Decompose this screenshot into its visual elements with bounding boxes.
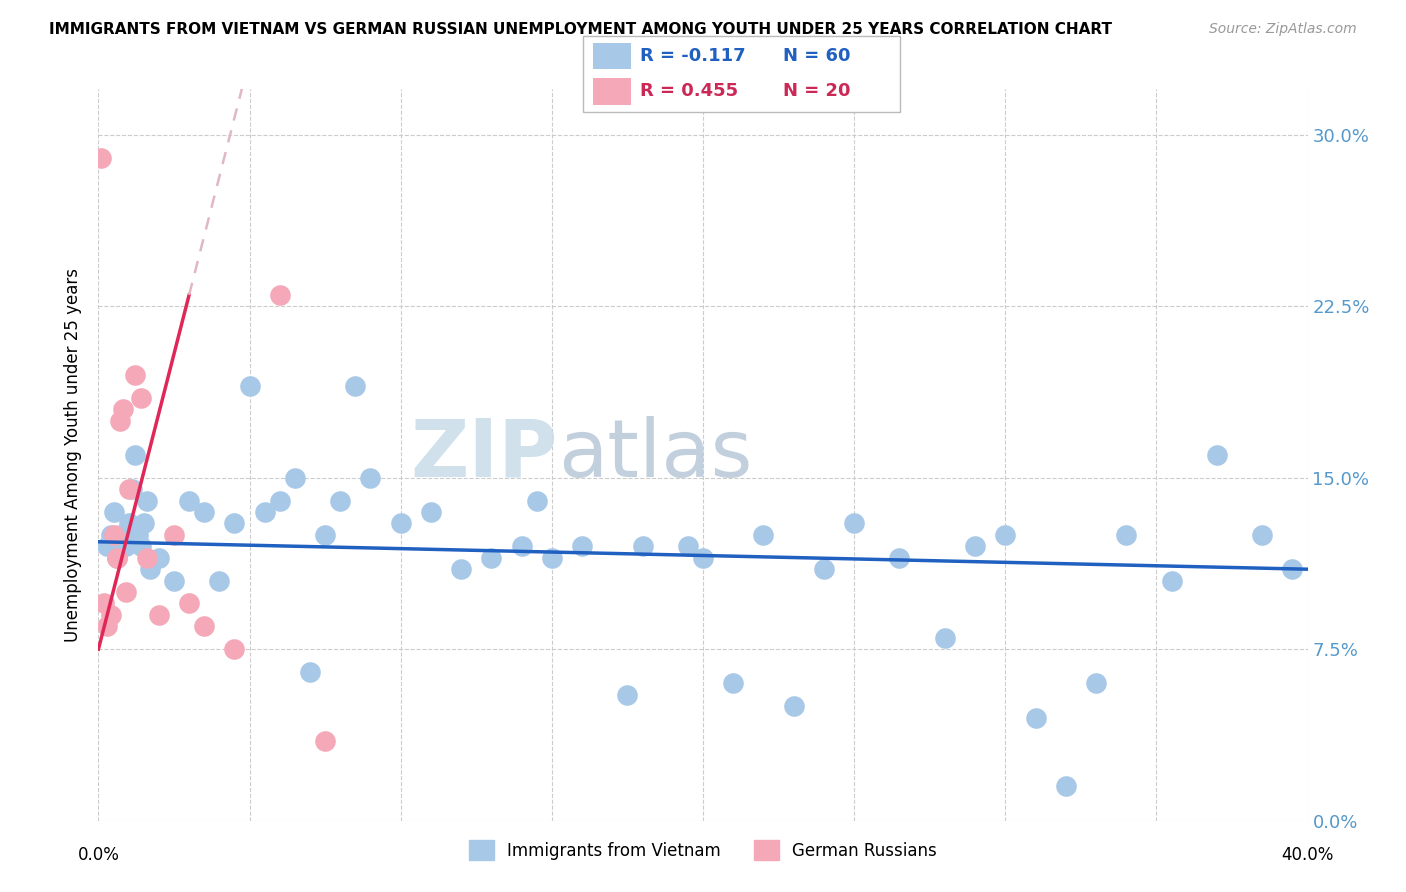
Point [1206, 448, 1229, 462]
Point [269, 493, 291, 508]
Point [344, 379, 367, 393]
Point [481, 550, 503, 565]
Point [208, 574, 231, 588]
Point [105, 550, 128, 565]
Point [118, 516, 141, 531]
Text: N = 20: N = 20 [783, 82, 851, 101]
Point [723, 676, 745, 690]
Point [193, 619, 215, 633]
Point [105, 550, 128, 565]
FancyBboxPatch shape [593, 78, 631, 104]
Text: R = 0.455: R = 0.455 [641, 82, 738, 101]
Point [239, 379, 262, 393]
Point [676, 539, 699, 553]
Point [139, 562, 162, 576]
Point [179, 597, 201, 611]
Text: ZIP: ZIP [411, 416, 558, 494]
Point [1251, 528, 1274, 542]
Point [129, 391, 152, 405]
Point [284, 471, 307, 485]
Point [224, 642, 246, 657]
Point [148, 550, 170, 565]
Point [100, 607, 122, 622]
Point [127, 528, 149, 542]
Point [526, 493, 548, 508]
Point [179, 493, 201, 508]
Point [103, 505, 125, 519]
Y-axis label: Unemployment Among Youth under 25 years: Unemployment Among Youth under 25 years [65, 268, 83, 642]
Point [1281, 562, 1303, 576]
Point [111, 539, 134, 553]
Text: 0.0%: 0.0% [77, 846, 120, 863]
Point [965, 539, 987, 553]
Point [1085, 676, 1108, 690]
Point [510, 539, 533, 553]
Point [783, 699, 806, 714]
Point [103, 528, 125, 542]
Point [389, 516, 412, 531]
Point [100, 528, 122, 542]
Point [889, 550, 911, 565]
Point [108, 528, 131, 542]
Point [299, 665, 322, 679]
Point [118, 482, 141, 496]
Point [114, 585, 136, 599]
Point [135, 493, 157, 508]
Point [1160, 574, 1182, 588]
Point [360, 471, 382, 485]
Point [994, 528, 1017, 542]
Point [163, 528, 186, 542]
Point [96, 539, 118, 553]
Point [540, 550, 562, 565]
Point [1024, 711, 1046, 725]
Point [124, 448, 146, 462]
Point [135, 550, 157, 565]
FancyBboxPatch shape [583, 36, 900, 112]
Point [114, 539, 136, 553]
Point [163, 574, 186, 588]
Point [420, 505, 443, 519]
Point [616, 688, 638, 702]
Point [124, 368, 146, 382]
Text: Source: ZipAtlas.com: Source: ZipAtlas.com [1209, 22, 1357, 37]
Point [269, 288, 291, 302]
Point [314, 733, 336, 747]
Point [253, 505, 276, 519]
Point [103, 539, 125, 553]
Point [111, 402, 134, 417]
Point [571, 539, 593, 553]
Point [450, 562, 472, 576]
Point [692, 550, 714, 565]
Point [108, 414, 131, 428]
Point [148, 607, 170, 622]
Point [329, 493, 352, 508]
FancyBboxPatch shape [593, 43, 631, 69]
Text: R = -0.117: R = -0.117 [641, 46, 747, 65]
Point [813, 562, 835, 576]
Text: N = 60: N = 60 [783, 46, 851, 65]
Text: atlas: atlas [558, 416, 752, 494]
Point [129, 539, 152, 553]
Text: IMMIGRANTS FROM VIETNAM VS GERMAN RUSSIAN UNEMPLOYMENT AMONG YOUTH UNDER 25 YEAR: IMMIGRANTS FROM VIETNAM VS GERMAN RUSSIA… [49, 22, 1112, 37]
Point [934, 631, 956, 645]
Point [844, 516, 866, 531]
Point [132, 516, 155, 531]
Point [96, 619, 118, 633]
Point [93, 597, 115, 611]
Point [752, 528, 775, 542]
Point [193, 505, 215, 519]
Point [224, 516, 246, 531]
Legend: Immigrants from Vietnam, German Russians: Immigrants from Vietnam, German Russians [463, 833, 943, 867]
Point [1054, 780, 1077, 794]
Text: 40.0%: 40.0% [1281, 846, 1334, 863]
Point [90, 151, 112, 165]
Point [314, 528, 336, 542]
Point [1115, 528, 1137, 542]
Point [631, 539, 654, 553]
Point [121, 482, 143, 496]
